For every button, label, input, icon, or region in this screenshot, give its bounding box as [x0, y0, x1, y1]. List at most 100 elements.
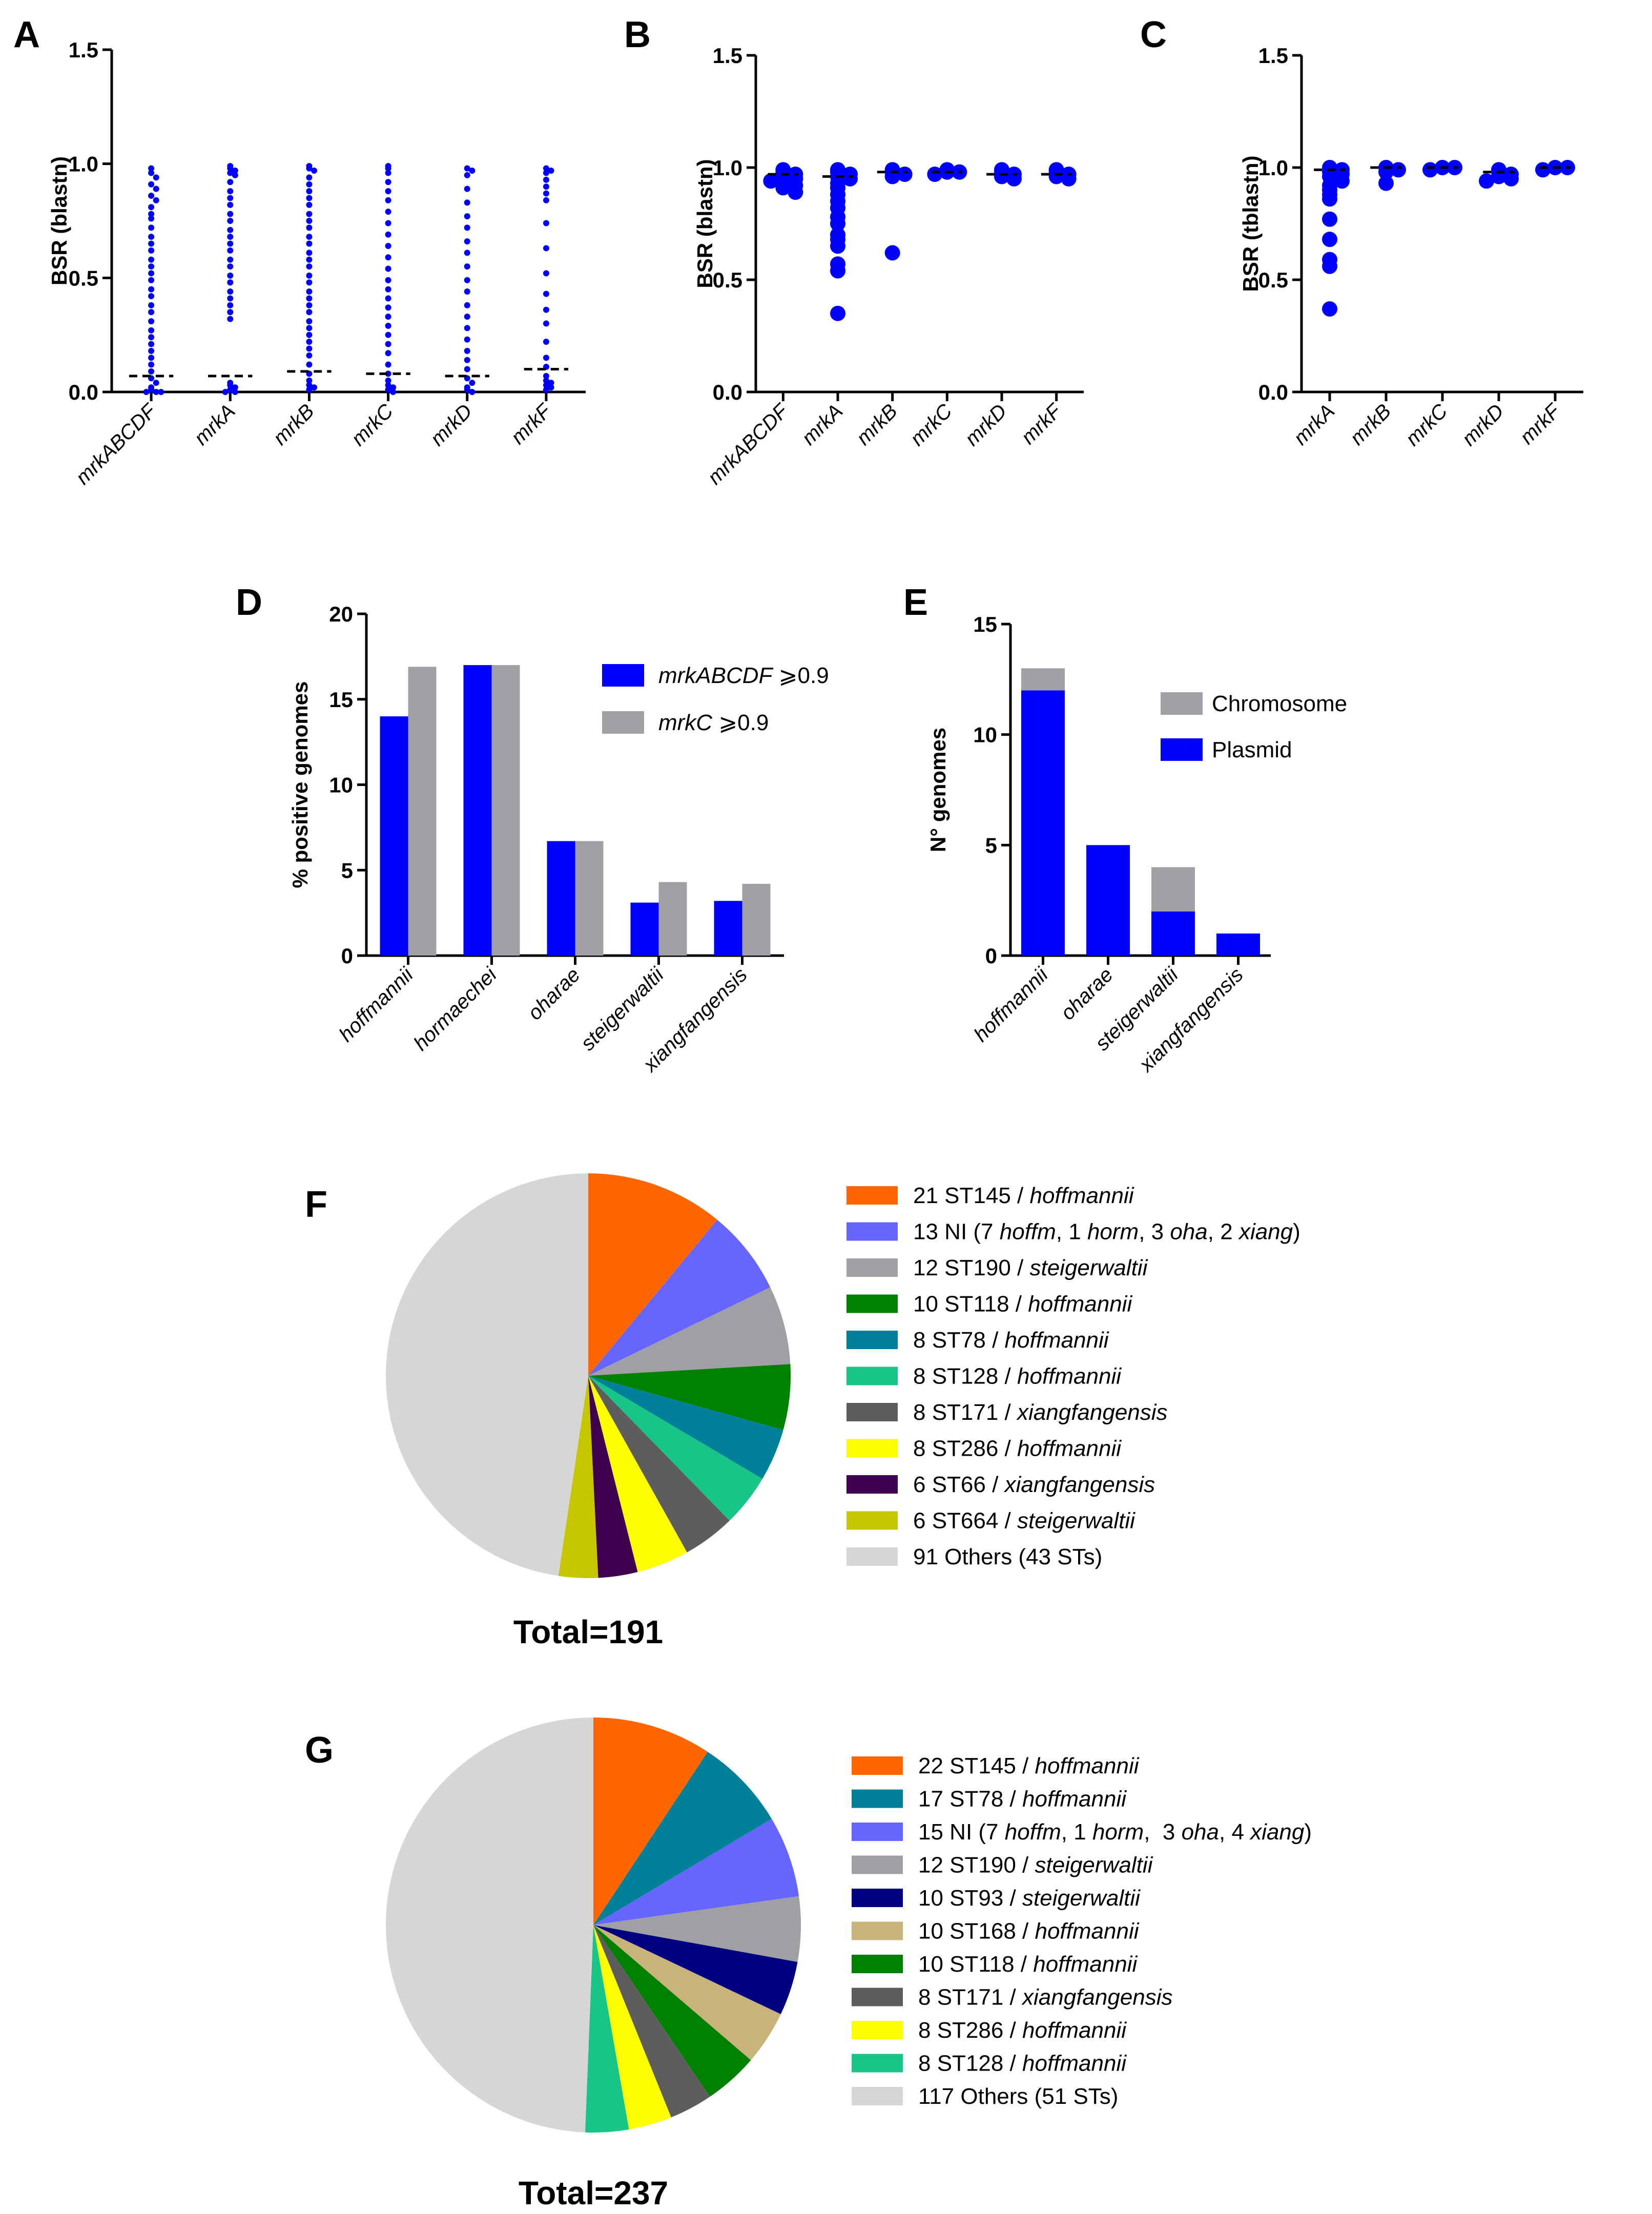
panel-a-point: [306, 195, 313, 201]
panel-f-legend-text-part: 8 ST78 /: [913, 1328, 1005, 1353]
panel-b-x-tick-label: mrkD: [961, 400, 1011, 450]
panel-g-legend-swatch: [852, 1823, 903, 1841]
panel-c-point: [1322, 232, 1337, 247]
panel-a-point: [464, 366, 470, 373]
panel-e-x-tick-label: oharae: [1057, 963, 1118, 1024]
panel-f-pie-slice: [588, 1219, 771, 1376]
panel-f-legend-swatch: [846, 1294, 898, 1313]
panel-f-legend-text-part: xiang: [1238, 1219, 1293, 1245]
panel-a-point: [148, 277, 155, 283]
panel-f-legend-text-part: 8 ST286 /: [913, 1436, 1017, 1461]
panel-a-point: [148, 240, 155, 247]
panel-d-y-tick-label: 10: [329, 773, 353, 797]
panel-c-x-tick-label: mrkF: [1516, 399, 1565, 448]
panel-f-legend-swatch: [846, 1403, 898, 1421]
panel-a-point: [227, 295, 234, 302]
panel-a-point: [385, 361, 391, 368]
panel-c-y-tick-label: 0.5: [1258, 268, 1288, 292]
panel-b-x-tick-label: mrkB: [852, 400, 902, 449]
panel-d-bar-mrkABCDF: [547, 841, 575, 956]
panel-a-point: [464, 357, 470, 363]
panel-g-legend-label: 12 ST190 / steigerwaltii: [918, 1853, 1153, 1878]
panel-a-point: [148, 293, 155, 299]
panel-a-point: [464, 238, 470, 245]
panel-a-point: [148, 224, 155, 231]
panel-a-point: [306, 272, 313, 279]
panel-g-legend-label: 15 NI (7 hoffm, 1 horm, 3 oha, 4 xiang): [918, 1819, 1312, 1845]
panel-g-pie-slice: [593, 1896, 801, 1962]
panel-g-pie-slice: [593, 1925, 798, 2014]
panel-a-point: [153, 174, 159, 181]
panel-g-total-label: Total=237: [519, 2175, 668, 2211]
panel-c-point: [1479, 173, 1494, 189]
panel-f-legend-text-part: steigerwaltii: [1017, 1508, 1135, 1534]
panel-g-legend-text-part: , 1: [1061, 1819, 1092, 1845]
panel-a-point: [385, 386, 391, 393]
panel-a-point: [385, 277, 391, 283]
panel-f-legend-label: 8 ST171 / xiangfangensis: [913, 1400, 1168, 1425]
panel-g-legend-label: 10 ST168 / hoffmannii: [918, 1919, 1140, 1944]
panel-a-point: [232, 168, 238, 174]
panel-d-bar-mrkC: [742, 883, 771, 956]
panel-c-x-tick-label: mrkA: [1289, 400, 1339, 449]
panel-a-point: [153, 389, 159, 395]
panel-f-pie-slice: [385, 1173, 588, 1576]
panel-d-bar-mrkABCDF: [714, 901, 742, 956]
panel-g-pie-slice: [585, 1925, 629, 2133]
panel-a-point: [464, 172, 470, 178]
panel-a-y-axis-label: BSR (blastn): [47, 156, 71, 285]
panel-a-point: [390, 384, 397, 391]
panel-g-legend-text-part: 117 Others (51 STs): [918, 2084, 1118, 2109]
panel-e-y-axis-label: N° genomes: [926, 728, 950, 852]
panel-a-point: [227, 211, 234, 217]
panel-a-point: [548, 168, 554, 174]
panel-a-point: [311, 384, 318, 391]
panel-f-legend-label: 8 ST286 / hoffmannii: [913, 1436, 1122, 1461]
panel-e-y-tick-label: 5: [985, 833, 997, 857]
panel-g-legend-swatch: [852, 1855, 903, 1874]
panel-g-legend-text-part: hoffmannii: [1022, 2051, 1127, 2076]
panel-c-point: [1334, 173, 1350, 189]
panel-a-point: [306, 318, 313, 324]
panel-g-legend-swatch: [852, 1988, 903, 2006]
panel-f-legend-swatch: [846, 1258, 898, 1277]
panel-e-bar-chromosome: [1151, 867, 1195, 912]
panel-d-legend-label: mrkC ⩾0.9: [658, 710, 769, 735]
panel-a-point: [543, 373, 549, 379]
panel-a-point: [543, 245, 549, 252]
panel-g-legend-text-part: 10 ST168 /: [918, 1919, 1035, 1944]
panel-b-point: [788, 184, 803, 200]
panel-f-total-label: Total=191: [513, 1613, 663, 1650]
panel-f-legend-swatch: [846, 1367, 898, 1385]
panel-g-legend-label: 10 ST118 / hoffmannii: [918, 1952, 1138, 1977]
panel-b-point: [1048, 169, 1064, 184]
panel-a-point: [148, 355, 155, 361]
panel-g-legend-text-part: 10 ST118 /: [918, 1952, 1033, 1977]
panel-c-point: [1535, 162, 1551, 178]
panel-a-x-tick-label: mrkF: [507, 399, 556, 448]
panel-a-point: [227, 170, 234, 176]
panel-d-legend-name: mrkC: [658, 710, 713, 735]
panel-g-legend-text-part: ): [1304, 1819, 1312, 1845]
panel-a-point: [464, 185, 470, 192]
panel-g-legend-text-part: xiangfangensis: [1021, 1985, 1173, 2010]
panel-f-letter: F: [305, 1184, 327, 1225]
panel-b-x-tick-label: mrkF: [1017, 399, 1067, 448]
panel-g-legend-text-part: 8 ST128 /: [918, 2051, 1022, 2076]
panel-a-point: [543, 170, 549, 176]
panel-a-point: [227, 382, 234, 388]
panel-a-point: [148, 368, 155, 375]
panel-b-point: [897, 167, 913, 182]
panel-f-legend-text-part: hoffmannii: [1028, 1292, 1132, 1317]
panel-c-point: [1378, 175, 1394, 191]
panel-g-legend-text-part: hoffmannii: [1035, 1753, 1139, 1778]
panel-g-pie-slice: [593, 1925, 710, 2118]
panel-a-point: [385, 165, 391, 172]
panel-f-legend-text-part: 10 ST118 /: [913, 1292, 1028, 1317]
panel-a-point: [148, 347, 155, 354]
panel-g-letter: G: [305, 1730, 334, 1771]
panel-f-pie-slice: [588, 1287, 791, 1376]
panel-a-point: [543, 190, 549, 197]
panel-f-legend-text-part: hoffmannii: [1017, 1364, 1122, 1389]
